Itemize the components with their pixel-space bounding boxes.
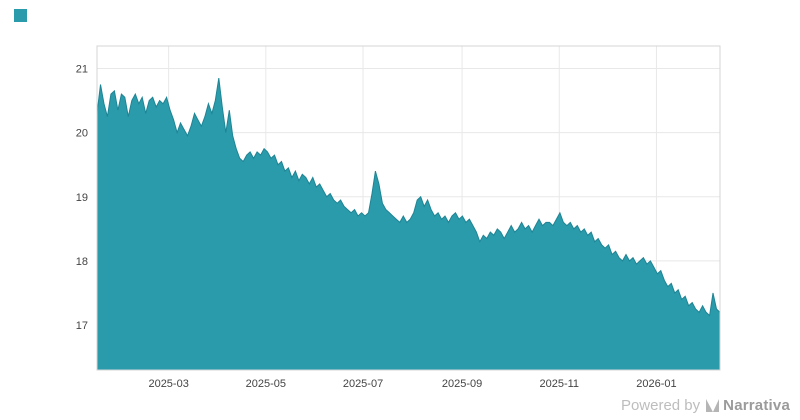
x-tick-label: 2025-09 — [442, 378, 482, 390]
x-tick-label: 2025-07 — [343, 378, 383, 390]
y-tick-label: 18 — [76, 256, 88, 268]
x-tick-label: 2026-01 — [636, 378, 676, 390]
x-tick-label: 2025-11 — [539, 378, 579, 390]
x-tick-label: 2025-05 — [246, 378, 286, 390]
y-tick-label: 19 — [76, 192, 88, 204]
y-tick-label: 21 — [76, 63, 88, 75]
x-tick-label: 2025-03 — [148, 378, 188, 390]
powered-by-label: Powered by — [620, 397, 701, 414]
legend-marker — [14, 9, 27, 22]
plot-frame — [96, 45, 721, 371]
y-tick-label: 20 — [76, 128, 88, 140]
powered-by-footer: Powered by Narrativa — [621, 397, 790, 414]
y-tick-label: 17 — [76, 320, 88, 332]
brand-label: Narrativa — [723, 397, 790, 414]
area-series — [96, 78, 721, 371]
narrativa-logo-icon — [706, 399, 720, 412]
